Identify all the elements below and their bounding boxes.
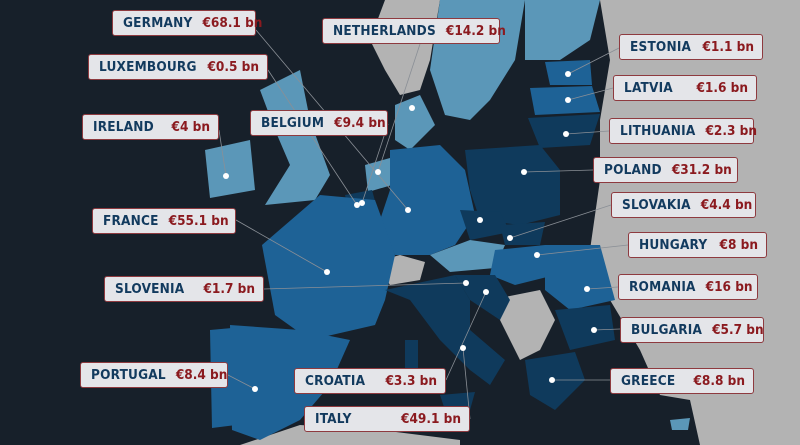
sicily <box>440 392 475 410</box>
label-france: FRANCE €55.1 bn <box>92 208 236 234</box>
label-portugal: PORTUGAL €8.4 bn <box>80 362 228 388</box>
label-germany: GERMANY €68.1 bn <box>112 10 262 36</box>
country-value: €1.7 bn <box>203 281 255 297</box>
germany <box>380 145 475 255</box>
romania <box>545 245 615 310</box>
country-name: FRANCE <box>103 213 159 229</box>
label-belgium: BELGIUM €9.4 bn <box>250 110 388 136</box>
country-value: €4.4 bn <box>700 197 753 213</box>
finland <box>525 0 600 60</box>
label-lithuania: LITHUANIA €2.3 bn <box>609 118 757 144</box>
north-africa <box>240 425 460 445</box>
latvia <box>530 86 600 115</box>
country-value: €3.3 bn <box>385 373 437 389</box>
country-value: €31.2 bn <box>671 162 732 178</box>
uk <box>260 70 330 205</box>
country-value: €8.8 bn <box>693 373 745 389</box>
country-name: GERMANY <box>123 15 193 31</box>
country-name: ESTONIA <box>630 39 692 55</box>
label-hungary: HUNGARY €8 bn <box>628 232 767 258</box>
slovenia-croatia <box>455 275 510 320</box>
country-name: SLOVENIA <box>115 281 185 297</box>
country-name: GREECE <box>621 373 676 389</box>
country-value: €55.1 bn <box>168 213 229 229</box>
country-name: PORTUGAL <box>91 367 166 383</box>
country-name: CROATIA <box>305 373 366 389</box>
country-name: BULGARIA <box>631 322 703 338</box>
country-value: €4 bn <box>171 119 210 135</box>
country-name: HUNGARY <box>639 237 708 253</box>
country-value: €0.5 bn <box>207 59 259 75</box>
denmark <box>395 95 435 150</box>
country-name: LITHUANIA <box>620 123 696 139</box>
country-name: LATVIA <box>624 80 673 96</box>
country-name: BELGIUM <box>261 115 325 131</box>
bulgaria <box>555 305 615 350</box>
country-value: €9.4 bn <box>334 115 386 131</box>
ireland <box>205 140 255 198</box>
country-value: €8 bn <box>719 237 758 253</box>
label-poland: POLAND €31.2 bn <box>593 157 738 183</box>
country-value: €1.6 bn <box>696 80 748 96</box>
poland <box>465 145 560 225</box>
country-value: €49.1 bn <box>401 411 461 427</box>
label-greece: GREECE €8.8 bn <box>610 368 754 394</box>
greece <box>525 352 585 410</box>
label-italy: ITALY €49.1 bn <box>304 406 470 432</box>
country-name: ROMANIA <box>629 279 696 295</box>
sardinia <box>405 340 418 370</box>
capital-dots <box>223 71 597 392</box>
label-romania: ROMANIA €16 bn <box>618 274 758 300</box>
czechia <box>460 210 510 240</box>
label-ireland: IRELAND €4 bn <box>82 114 219 140</box>
label-slovenia: SLOVENIA €1.7 bn <box>104 276 264 302</box>
country-value: €68.1 bn <box>202 15 263 31</box>
country-name: SLOVAKIA <box>622 197 691 213</box>
country-value: €8.4 bn <box>175 367 228 383</box>
italy <box>385 275 505 385</box>
lithuania <box>528 114 600 148</box>
country-value: €5.7 bn <box>712 322 764 338</box>
country-value: €1.1 bn <box>702 39 754 55</box>
label-estonia: ESTONIA €1.1 bn <box>619 34 763 60</box>
label-bulgaria: BULGARIA €5.7 bn <box>620 317 764 343</box>
country-name: LUXEMBOURG <box>99 59 197 75</box>
label-netherlands: NETHERLANDS €14.2 bn <box>322 18 506 44</box>
country-name: NETHERLANDS <box>333 23 436 39</box>
country-value: €2.3 bn <box>705 123 757 139</box>
country-value: €16 bn <box>705 279 753 295</box>
norway <box>370 0 440 95</box>
country-name: IRELAND <box>93 119 154 135</box>
country-name: POLAND <box>604 162 662 178</box>
leader-lines <box>218 29 629 420</box>
austria <box>430 240 505 272</box>
country-name: ITALY <box>315 411 352 427</box>
spain <box>230 325 350 440</box>
country-value: €14.2 bn <box>445 23 506 39</box>
cyprus <box>670 418 690 430</box>
label-slovakia: SLOVAKIA €4.4 bn <box>611 192 756 218</box>
label-latvia: LATVIA €1.6 bn <box>613 75 757 101</box>
label-croatia: CROATIA €3.3 bn <box>294 368 446 394</box>
france <box>262 195 395 340</box>
label-luxembourg: LUXEMBOURG €0.5 bn <box>88 54 268 80</box>
